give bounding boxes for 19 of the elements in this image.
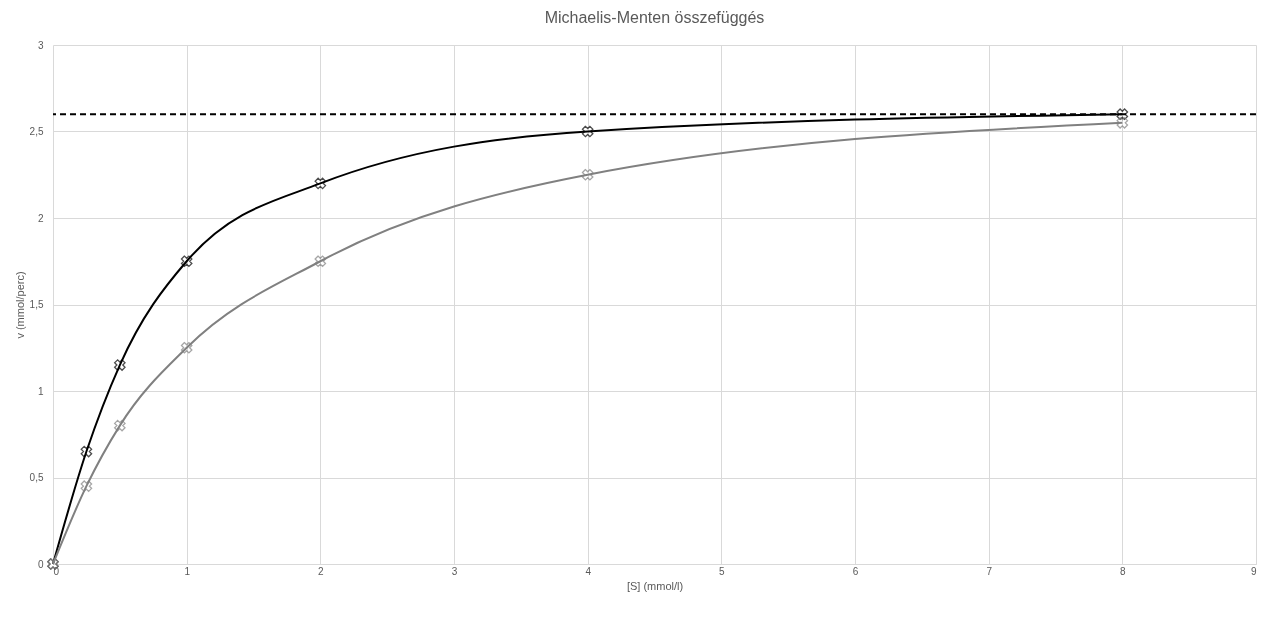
x-tick-label: 3 [451,565,458,577]
y-tick-label: 3 [37,39,44,51]
y-tick-label: 2,5 [29,126,44,137]
x-tick-label: 5 [719,565,726,577]
y-tick-label: 1,5 [29,299,44,310]
x-tick-label: 8 [1120,565,1127,577]
x-tick-label: 7 [986,565,993,577]
x-tick-label: 0 [53,565,60,577]
chart-title: Michaelis-Menten összefüggés [544,9,765,26]
x-tick-label: 4 [585,565,592,577]
x-axis-title: [S] (mmol/l) [626,579,684,592]
y-tick-label: 2 [37,212,44,224]
x-tick-label: 1 [184,565,191,577]
x-tick-label: 6 [852,565,859,577]
y-tick-label: 0,5 [29,472,44,483]
y-tick-label: 1 [37,385,44,397]
x-tick-label: 9 [1250,565,1257,577]
x-tick-label: 2 [318,565,325,577]
y-axis-title: v (mmol/perc) [13,271,26,339]
